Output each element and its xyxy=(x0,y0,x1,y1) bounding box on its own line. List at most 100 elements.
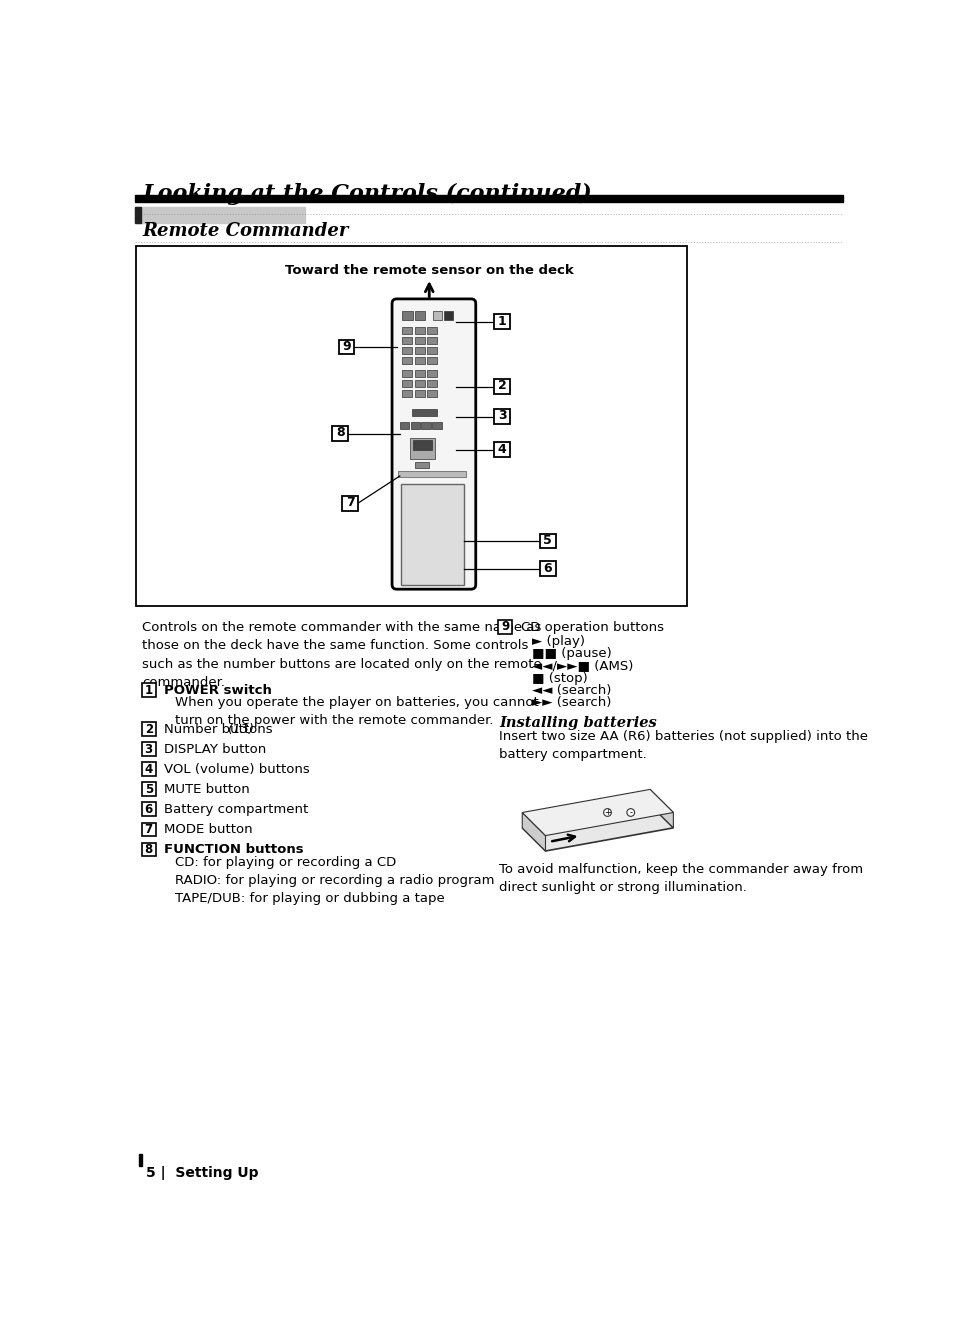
Text: ■ (stop): ■ (stop) xyxy=(531,672,587,684)
Text: 4: 4 xyxy=(145,763,152,775)
Circle shape xyxy=(603,808,611,816)
Text: ◄◄/►►■ (AMS): ◄◄/►►■ (AMS) xyxy=(531,659,632,672)
Text: DISPLAY button: DISPLAY button xyxy=(164,744,266,757)
Polygon shape xyxy=(521,812,545,851)
Bar xyxy=(134,208,141,222)
Polygon shape xyxy=(521,790,673,836)
Bar xyxy=(399,422,409,429)
Text: MUTE button: MUTE button xyxy=(164,783,250,796)
Text: ►► (search): ►► (search) xyxy=(531,696,610,709)
Bar xyxy=(415,380,424,388)
FancyBboxPatch shape xyxy=(142,742,155,757)
Circle shape xyxy=(626,808,634,816)
FancyBboxPatch shape xyxy=(392,299,476,589)
Text: 2: 2 xyxy=(145,722,152,736)
Text: +: + xyxy=(603,808,610,818)
Text: 2: 2 xyxy=(497,380,506,393)
Text: 8: 8 xyxy=(335,426,344,439)
Text: 1: 1 xyxy=(145,684,152,697)
Bar xyxy=(402,390,412,397)
Bar xyxy=(412,409,436,415)
Bar xyxy=(432,422,441,429)
FancyBboxPatch shape xyxy=(494,315,509,329)
Text: Toward the remote sensor on the deck: Toward the remote sensor on the deck xyxy=(285,265,573,278)
Text: 6: 6 xyxy=(543,562,552,576)
Text: Controls on the remote commander with the same name as
those on the deck have th: Controls on the remote commander with th… xyxy=(142,620,541,689)
Bar xyxy=(421,422,431,429)
Text: POWER switch: POWER switch xyxy=(164,684,272,697)
Bar xyxy=(410,422,419,429)
FancyBboxPatch shape xyxy=(142,683,155,697)
Polygon shape xyxy=(521,804,673,851)
Text: 8: 8 xyxy=(145,843,152,856)
FancyBboxPatch shape xyxy=(142,762,155,777)
Bar xyxy=(433,311,442,320)
Text: Battery compartment: Battery compartment xyxy=(164,803,308,816)
Text: CD operation buttons: CD operation buttons xyxy=(520,620,663,634)
Bar xyxy=(415,336,424,344)
Text: When you operate the player on batteries, you cannot
turn on the power with the : When you operate the player on batteries… xyxy=(174,696,538,726)
Text: 4: 4 xyxy=(497,443,506,455)
Text: To avoid malfunction, keep the commander away from
direct sunlight or strong ill: To avoid malfunction, keep the commander… xyxy=(498,863,862,893)
FancyBboxPatch shape xyxy=(497,620,512,634)
Text: -: - xyxy=(629,808,632,818)
Bar xyxy=(402,357,412,364)
Text: ■■ (pause): ■■ (pause) xyxy=(531,647,611,660)
Text: 7: 7 xyxy=(345,496,355,509)
Bar xyxy=(427,336,436,344)
Bar xyxy=(443,311,453,320)
Bar xyxy=(397,471,466,476)
Bar xyxy=(427,369,436,377)
Bar xyxy=(400,484,464,585)
Text: 5: 5 xyxy=(145,783,152,796)
FancyBboxPatch shape xyxy=(142,843,155,856)
Bar xyxy=(402,336,412,344)
FancyBboxPatch shape xyxy=(332,426,348,441)
FancyBboxPatch shape xyxy=(539,561,555,576)
FancyBboxPatch shape xyxy=(142,722,155,737)
FancyBboxPatch shape xyxy=(342,496,357,511)
Bar xyxy=(415,390,424,397)
Bar xyxy=(402,380,412,388)
Text: Installing batteries: Installing batteries xyxy=(498,716,656,730)
Bar xyxy=(134,194,842,202)
Bar xyxy=(427,390,436,397)
FancyBboxPatch shape xyxy=(142,803,155,816)
Text: Looking at the Controls (continued): Looking at the Controls (continued) xyxy=(142,184,592,205)
FancyBboxPatch shape xyxy=(494,409,509,423)
Text: Insert two size AA (R6) batteries (not supplied) into the
battery compartment.: Insert two size AA (R6) batteries (not s… xyxy=(498,730,867,761)
Bar xyxy=(402,327,412,335)
Text: 9: 9 xyxy=(342,340,351,353)
Text: 3: 3 xyxy=(497,409,506,422)
Text: ◄◄ (search): ◄◄ (search) xyxy=(531,684,610,697)
Bar xyxy=(415,462,429,468)
Bar xyxy=(415,357,424,364)
Bar xyxy=(415,327,424,335)
Bar xyxy=(427,347,436,355)
Text: Number buttons: Number buttons xyxy=(164,724,276,736)
Bar xyxy=(410,438,435,459)
Bar xyxy=(402,347,412,355)
Text: ► (play): ► (play) xyxy=(531,635,584,648)
Text: CD: for playing or recording a CD
RADIO: for playing or recording a radio progra: CD: for playing or recording a CD RADIO:… xyxy=(174,856,494,905)
FancyBboxPatch shape xyxy=(338,340,354,355)
Text: (13): (13) xyxy=(228,724,254,736)
Text: FUNCTION buttons: FUNCTION buttons xyxy=(164,843,303,856)
Bar xyxy=(427,327,436,335)
Text: 9: 9 xyxy=(500,620,509,634)
FancyBboxPatch shape xyxy=(142,823,155,836)
FancyBboxPatch shape xyxy=(494,442,509,456)
Text: Remote Commander: Remote Commander xyxy=(142,222,349,239)
Text: 1: 1 xyxy=(497,315,506,328)
FancyBboxPatch shape xyxy=(494,378,509,394)
Bar xyxy=(415,347,424,355)
Text: 6: 6 xyxy=(145,803,152,816)
Text: 5: 5 xyxy=(543,534,552,548)
Bar xyxy=(427,380,436,388)
FancyBboxPatch shape xyxy=(142,782,155,796)
Bar xyxy=(413,439,431,450)
Bar xyxy=(138,1154,142,1166)
Bar xyxy=(134,208,305,222)
Text: 3: 3 xyxy=(145,742,152,755)
Bar xyxy=(402,311,413,320)
